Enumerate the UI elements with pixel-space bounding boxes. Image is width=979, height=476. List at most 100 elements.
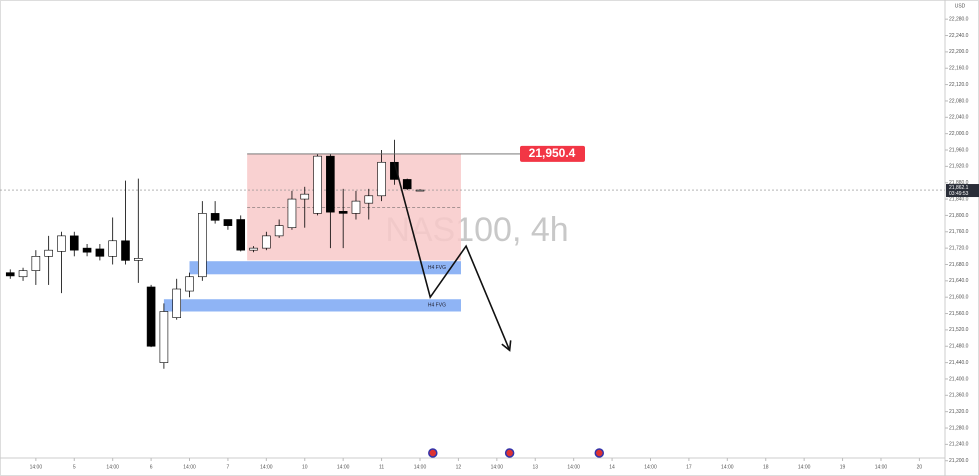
event-marker (594, 448, 605, 458)
x-tick-label: 12 (456, 464, 462, 470)
x-tick-label: 14:00 (414, 464, 427, 470)
level-label: 21,950.4 (529, 146, 576, 160)
candle-body (133, 258, 143, 261)
y-tick-label: 21,920.0 (949, 164, 969, 170)
y-tick-label: 21,440.0 (949, 360, 969, 366)
y-tick-label: 22,000.0 (949, 131, 969, 137)
candle-body (198, 213, 207, 278)
x-tick-label: 14:00 (644, 464, 657, 470)
event-marker (428, 448, 438, 458)
candle-body (274, 225, 284, 237)
x-tick-label: 14:00 (260, 464, 273, 470)
candle-body (236, 219, 246, 251)
y-tick-label: 21,800.0 (949, 213, 969, 219)
y-tick-label: 21,680.0 (949, 262, 969, 268)
y-tick-label: 22,040.0 (949, 115, 969, 121)
fvg-zone (189, 261, 461, 275)
candle-body (108, 240, 117, 257)
candle-body (300, 193, 310, 200)
y-tick-label: 22,240.0 (949, 33, 969, 39)
y-tick-label: 21,960.0 (949, 147, 969, 153)
candle-body (146, 286, 156, 347)
x-tick-label: 13 (532, 464, 538, 470)
candle-body (57, 235, 66, 252)
candle-body (364, 195, 374, 204)
y-tick-label: 21,880.0 (949, 180, 969, 186)
y-tick-label: 22,160.0 (949, 66, 969, 72)
y-tick-label: 21,360.0 (949, 393, 969, 399)
x-tick-label: 14:00 (721, 464, 734, 470)
x-tick-label: 14:00 (183, 464, 196, 470)
candle-body (338, 211, 348, 214)
candle-body (159, 311, 169, 363)
y-tick-label: 21,240.0 (949, 442, 969, 448)
y-tick-label: 21,560.0 (949, 311, 969, 317)
countdown-label: 03:49:53 (949, 191, 969, 197)
candle-body (402, 179, 412, 190)
candle-body (121, 240, 130, 261)
candle-body (185, 276, 194, 292)
candle-body (18, 270, 28, 278)
x-tick-label: 11 (379, 464, 384, 470)
fvg-zone (163, 299, 461, 312)
projection-arrowhead (501, 340, 512, 352)
level-tag (520, 145, 585, 162)
candle-body (31, 256, 41, 271)
x-tick-label: 7 (227, 464, 230, 470)
candle-body (172, 288, 182, 318)
y-tick-label: 21,280.0 (949, 425, 969, 431)
candle-body (69, 235, 79, 251)
fvg-label: H4 FVG (428, 303, 446, 309)
x-tick-label: 14:00 (567, 464, 580, 470)
candle-body (287, 198, 297, 228)
candle-body (377, 161, 386, 197)
candle-body (415, 189, 425, 192)
current-price-label: 21,862.1 (949, 185, 969, 191)
y-tick-label: 21,520.0 (949, 327, 969, 333)
current-price-tag (946, 184, 979, 198)
y-tick-label: 21,200.0 (949, 458, 969, 464)
x-tick-label: 14:00 (30, 464, 43, 470)
x-tick-label: 10 (302, 464, 308, 470)
x-tick-label: 14:00 (106, 464, 119, 470)
x-tick-label: 17 (686, 464, 692, 470)
x-tick-label: 14:00 (875, 464, 888, 470)
candle-body (262, 235, 271, 249)
y-tick-label: 21,480.0 (949, 344, 969, 350)
x-tick-label: 14:00 (491, 464, 504, 470)
candle-body (249, 247, 258, 251)
event-marker (504, 448, 515, 458)
y-tick-label: 21,400.0 (949, 376, 969, 382)
candle-body (210, 213, 220, 221)
y-tick-label: 21,720.0 (949, 245, 969, 251)
candle-body (351, 200, 361, 214)
x-tick-label: 14:00 (337, 464, 350, 470)
projection-path (393, 162, 511, 351)
candle-body (223, 219, 233, 226)
candle-body (326, 155, 335, 213)
x-tick-label: 5 (73, 464, 76, 470)
candle-body (95, 248, 105, 257)
currency: USD (955, 3, 966, 9)
y-tick-label: 21,640.0 (949, 278, 969, 284)
candle-body (82, 247, 92, 253)
x-tick-label: 20 (917, 464, 923, 470)
x-tick-label: 19 (840, 464, 846, 470)
candle-body (44, 249, 53, 257)
y-tick-label: 22,080.0 (949, 98, 969, 104)
y-tick-label: 21,600.0 (949, 295, 969, 301)
y-tick-label: 21,320.0 (949, 409, 969, 415)
candle-body (313, 155, 322, 214)
y-tick-label: 21,840.0 (949, 196, 969, 202)
y-tick-label: 22,120.0 (949, 82, 969, 88)
y-tick-label: 22,200.0 (949, 49, 969, 55)
x-tick-label: 6 (150, 464, 153, 470)
x-tick-label: 14:00 (798, 464, 811, 470)
y-tick-label: 22,280.0 (949, 17, 969, 23)
x-tick-label: 14 (609, 464, 615, 470)
x-tick-label: 18 (763, 464, 769, 470)
y-tick-label: 21,760.0 (949, 229, 969, 235)
candle-body (5, 272, 15, 277)
